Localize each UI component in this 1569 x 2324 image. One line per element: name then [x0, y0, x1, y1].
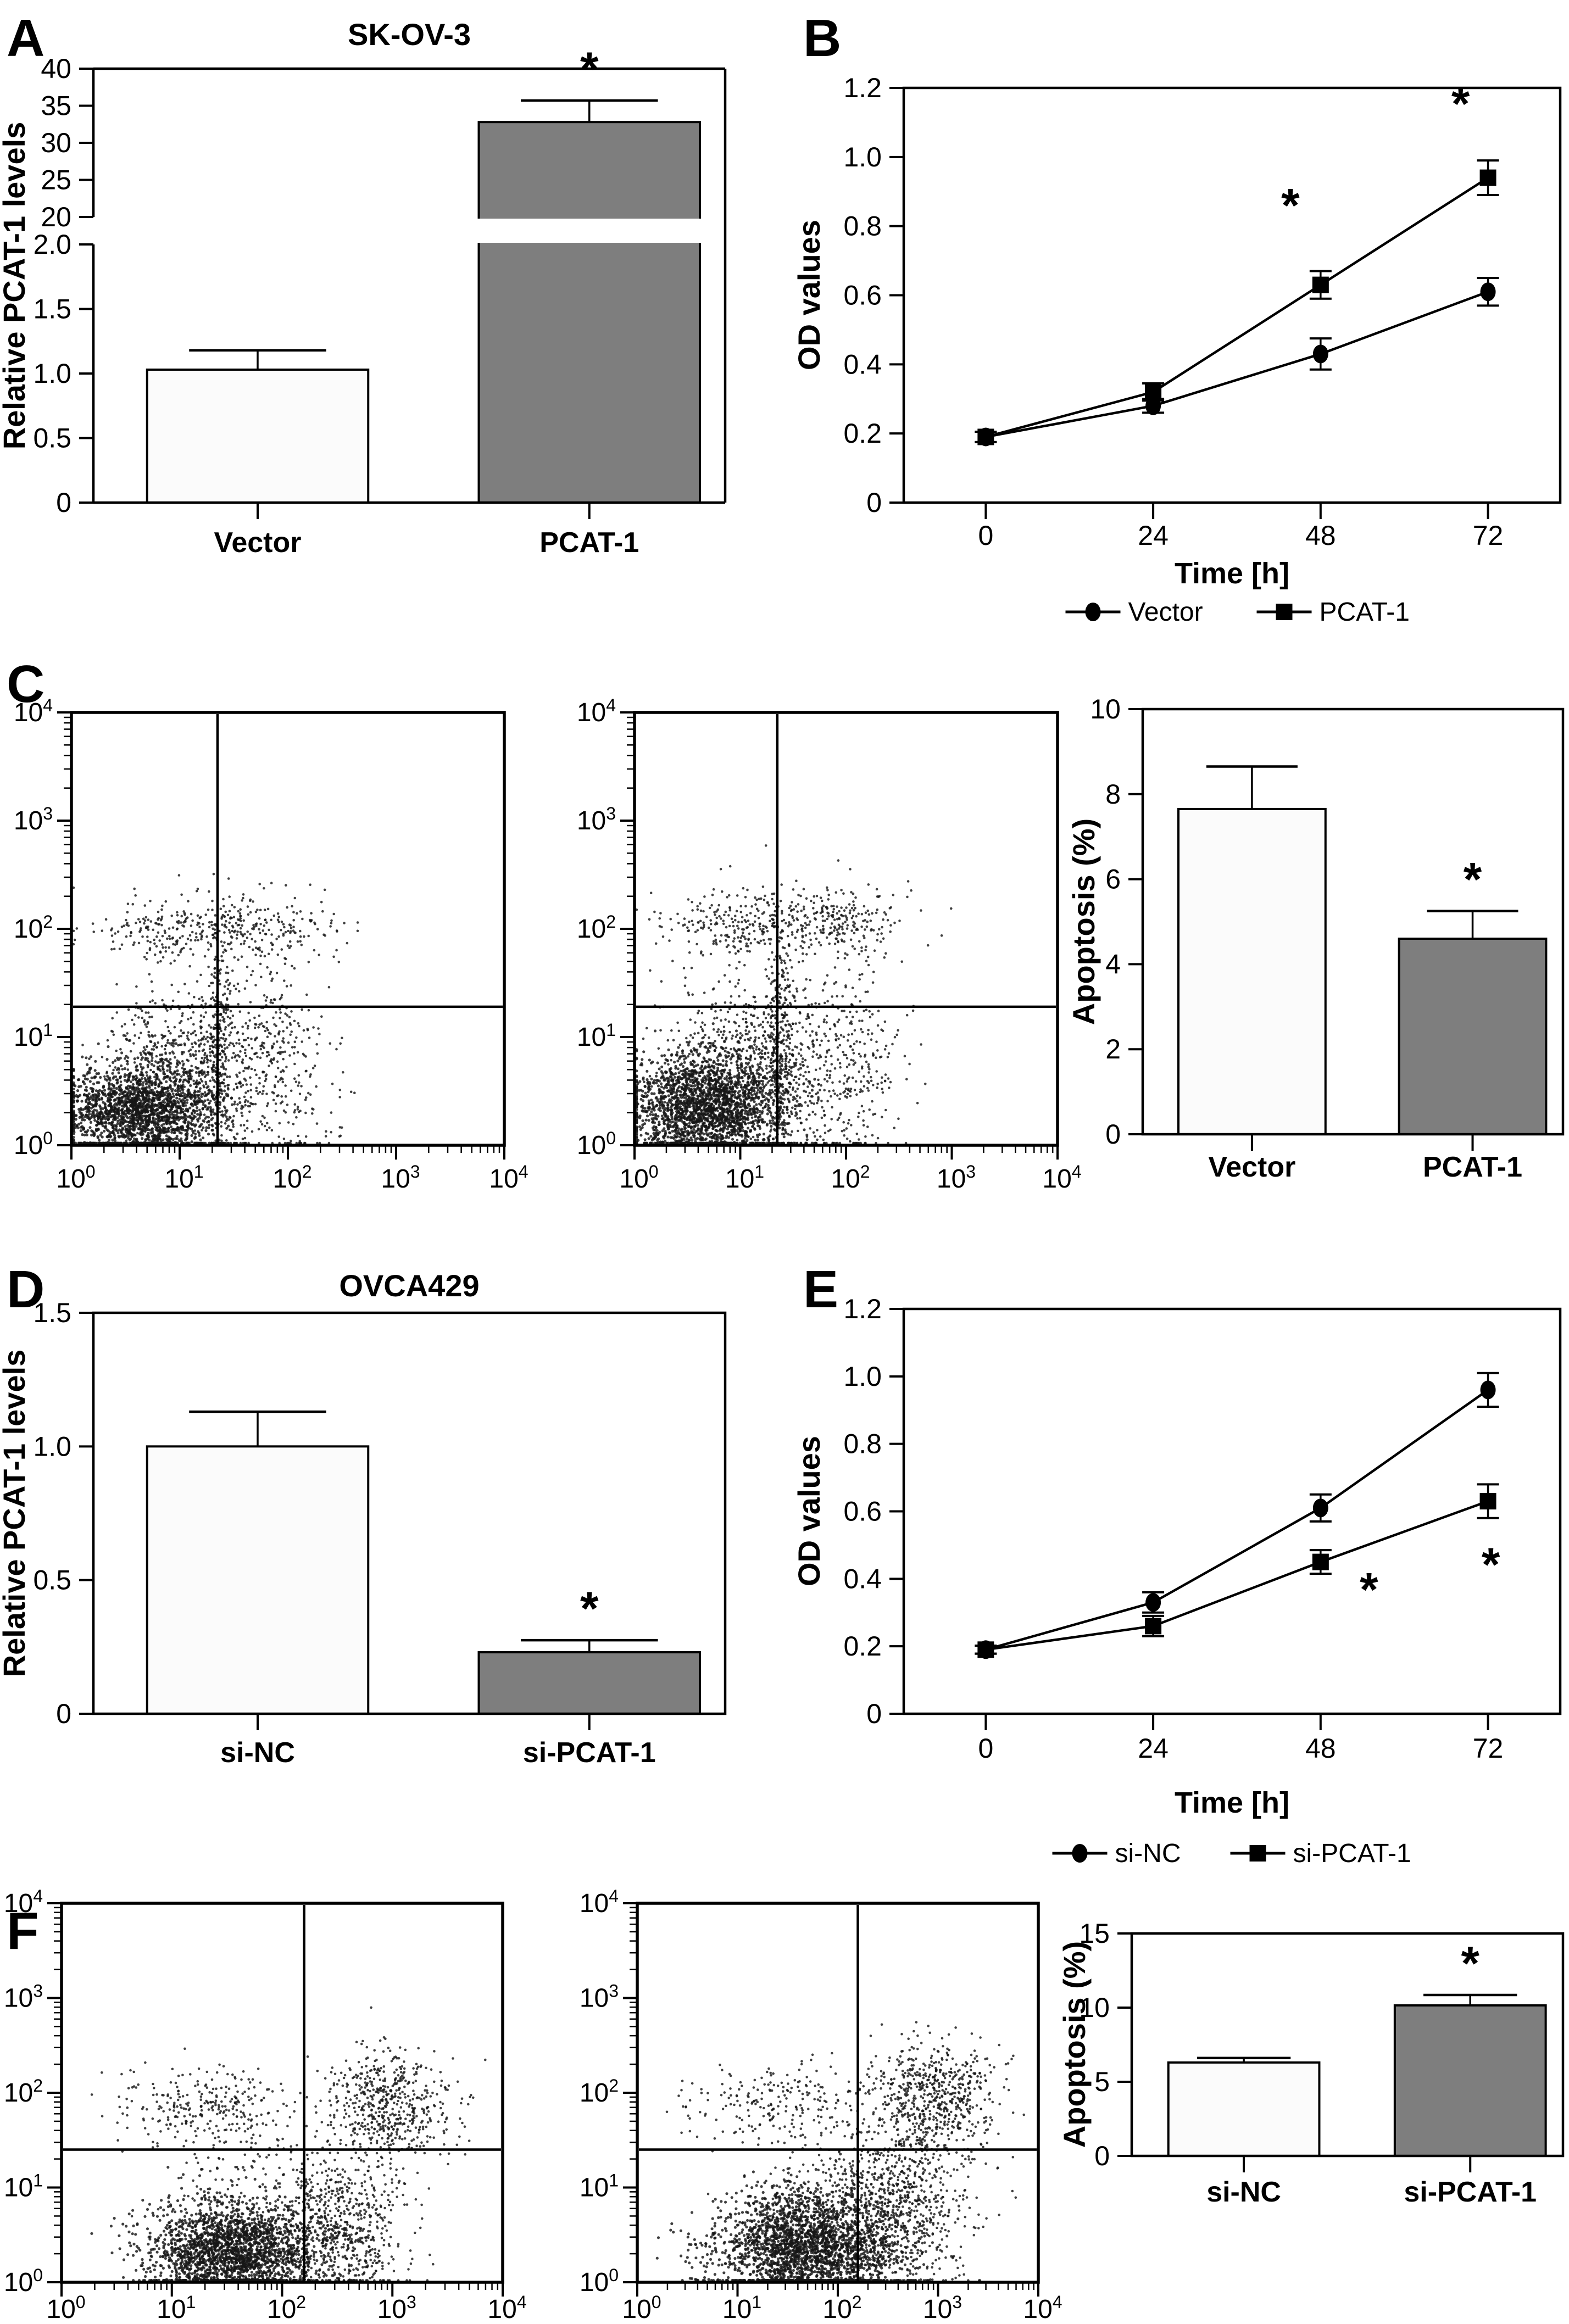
svg-text:0: 0: [978, 520, 993, 551]
svg-text:0.6: 0.6: [843, 280, 882, 311]
panel-a-bar-chart: Vector PCAT-1*00.51.01.52.02025303540Rela…: [0, 43, 727, 559]
svg-text:48: 48: [1305, 520, 1336, 551]
panel-a: A SK-OV-3 Vector PCAT-1*00.51.01.52.02025…: [0, 9, 727, 559]
panel-letter-d: D: [7, 1260, 44, 1319]
svg-text:PCAT-1: PCAT-1: [1320, 598, 1410, 627]
panel-letter-c: C: [7, 655, 44, 714]
svg-text:0: 0: [56, 487, 71, 518]
svg-text:OD values: OD values: [792, 220, 826, 370]
panel-d-title: OVCA429: [339, 1268, 479, 1303]
svg-text:35: 35: [41, 91, 71, 121]
svg-text:2.0: 2.0: [33, 229, 71, 260]
svg-text:Time [h]: Time [h]: [1175, 557, 1289, 590]
svg-text:0.2: 0.2: [843, 418, 882, 449]
svg-text:1.0: 1.0: [843, 142, 882, 172]
svg-text:PCAT-1: PCAT-1: [539, 527, 639, 559]
svg-text:25: 25: [41, 165, 71, 196]
panel-b: B 0 0.2 0.4 0.6 0.8 1.0 1.2 0 24 48 72 Time [h] * * Ve…: [792, 9, 1562, 627]
svg-text:72: 72: [1473, 520, 1504, 551]
svg-text:101: 101: [164, 1162, 203, 1194]
svg-text:24: 24: [1138, 520, 1169, 551]
svg-text:100: 100: [56, 1162, 95, 1194]
svg-text:0: 0: [866, 487, 882, 518]
svg-text:30: 30: [41, 127, 71, 158]
svg-text:Vector: Vector: [1128, 598, 1203, 627]
svg-text:0.5: 0.5: [33, 423, 71, 454]
svg-text:0.4: 0.4: [843, 349, 882, 380]
panel-b-line-chart: 0 0.2 0.4 0.6 0.8 1.0 1.2 0 24 48 72 Time [h] * * Vect…: [792, 73, 1562, 627]
svg-text:1.0: 1.0: [33, 358, 71, 389]
panel-letter-f: F: [7, 1902, 39, 1960]
svg-text:102: 102: [14, 912, 53, 944]
svg-text:Vector: Vector: [214, 527, 302, 559]
panel-a-title: SK-OV-3: [348, 17, 471, 52]
panel-letter-b: B: [803, 9, 841, 68]
svg-text:102: 102: [272, 1162, 311, 1194]
svg-text:100: 100: [14, 1128, 53, 1160]
svg-text:1.5: 1.5: [33, 294, 71, 325]
panel-letter-a: A: [7, 9, 44, 68]
svg-text:101: 101: [14, 1020, 53, 1052]
svg-text:104: 104: [14, 695, 53, 727]
panel-d: D OVCA429 si-NC si-PCAT-1*00.51.01.5Relat…: [0, 1260, 727, 1769]
svg-text:40: 40: [41, 53, 71, 84]
svg-text:103: 103: [381, 1162, 420, 1194]
panel-letter-e: E: [803, 1260, 838, 1319]
svg-text:103: 103: [14, 804, 53, 835]
svg-text:104: 104: [489, 1162, 528, 1194]
svg-text:0.8: 0.8: [843, 211, 882, 242]
svg-text:1.2: 1.2: [843, 73, 882, 103]
svg-text:*: *: [1451, 78, 1470, 131]
svg-text:20: 20: [41, 202, 71, 232]
svg-text:*: *: [1281, 180, 1300, 232]
svg-text:Relative PCAT-1 levels: Relative PCAT-1 levels: [0, 122, 31, 450]
